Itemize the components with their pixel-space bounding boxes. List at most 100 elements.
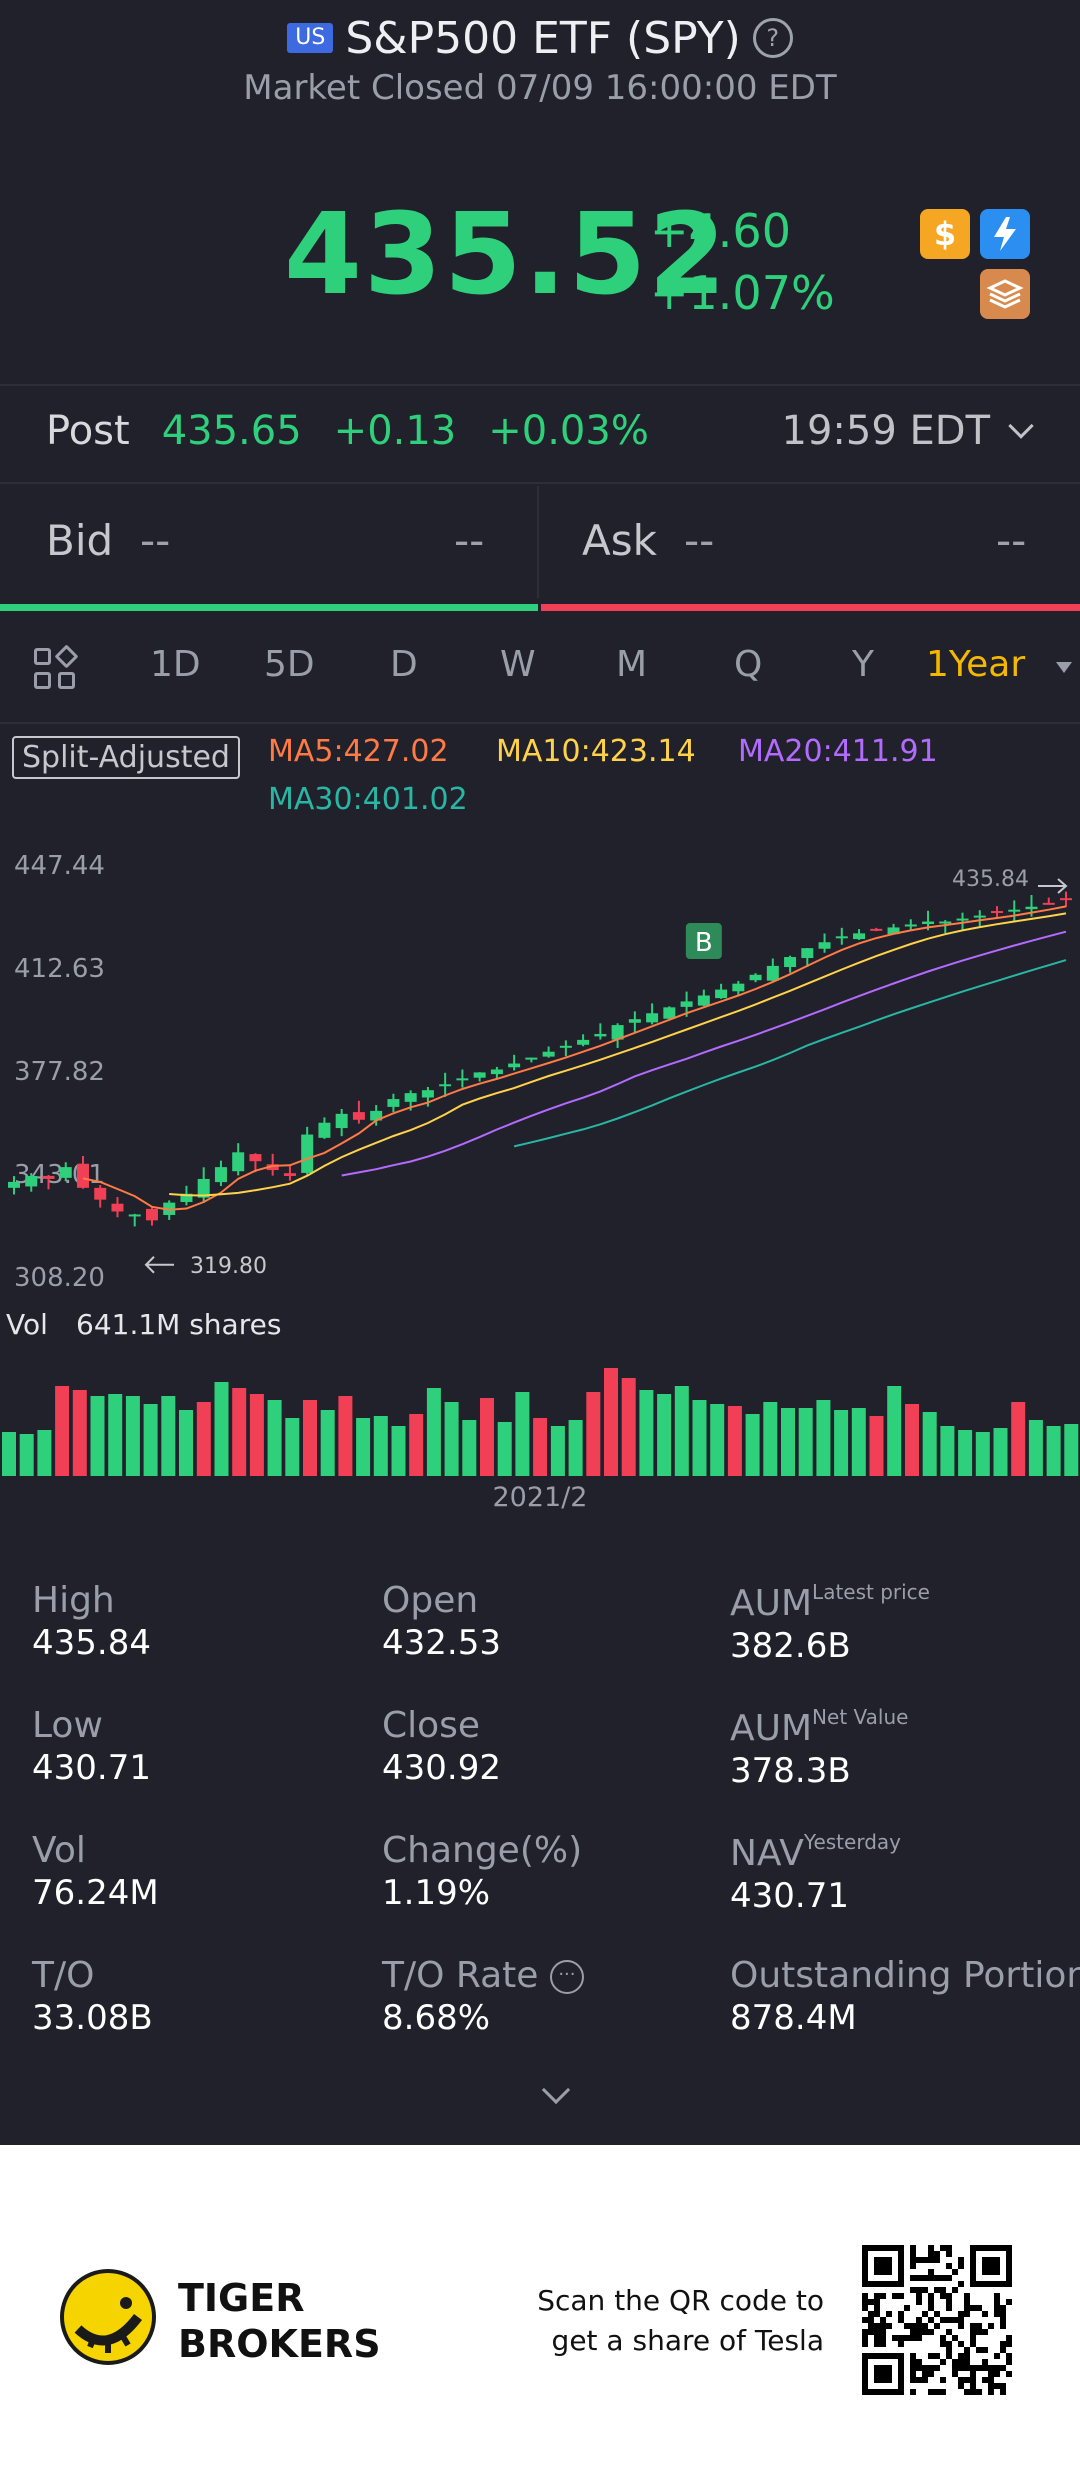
- tab-1year[interactable]: 1Year: [926, 644, 1026, 685]
- more-info-icon[interactable]: ···: [549, 1960, 584, 1994]
- qr-module: [952, 2371, 958, 2377]
- dropdown-arrow-icon[interactable]: [1056, 662, 1072, 673]
- candlestick-chart[interactable]: 447.44412.63377.82343.01308.20435.84319.…: [0, 830, 1080, 1300]
- buy-marker-label: B: [695, 928, 713, 958]
- candle-body: [853, 933, 866, 940]
- qr-module: [940, 2317, 946, 2323]
- tab-day[interactable]: D: [390, 644, 418, 685]
- volume-bar: [497, 1422, 512, 1476]
- qr-module: [934, 2251, 940, 2257]
- max-price-label: 435.84: [952, 867, 1029, 892]
- qr-module: [862, 2335, 868, 2341]
- qr-module: [1000, 2383, 1006, 2389]
- stat-turnover-rate: T/O Rate ··· 8.68%: [382, 1955, 722, 2038]
- qr-module: [928, 2365, 934, 2371]
- tab-month[interactable]: M: [616, 644, 648, 685]
- qr-module: [946, 2353, 952, 2359]
- tab-5d[interactable]: 5D: [264, 644, 315, 685]
- candle-body: [335, 1113, 348, 1129]
- qr-module: [910, 2263, 916, 2269]
- candle-body: [214, 1167, 227, 1183]
- volume-bar: [55, 1386, 70, 1476]
- volume-bar: [232, 1388, 247, 1476]
- qr-module: [910, 2389, 916, 2395]
- stat-label: T/O: [32, 1955, 95, 1996]
- qr-module: [994, 2365, 1000, 2371]
- dollar-icon[interactable]: $: [920, 209, 970, 259]
- qr-module: [982, 2329, 988, 2335]
- candle-body: [180, 1193, 193, 1203]
- candle-body: [680, 1001, 693, 1007]
- qr-module: [916, 2377, 922, 2383]
- stat-value: 1.19%: [382, 1873, 491, 1913]
- qr-module: [922, 2323, 928, 2329]
- ma30-line: [513, 959, 1067, 1148]
- qr-module: [922, 2371, 928, 2377]
- expand-chevron-icon[interactable]: [541, 2075, 571, 2105]
- lightning-icon[interactable]: [980, 209, 1030, 259]
- qr-module: [910, 2353, 916, 2359]
- qr-module: [958, 2353, 964, 2359]
- stat-label: Vol: [32, 1830, 86, 1871]
- qr-module: [952, 2317, 958, 2323]
- qr-module: [928, 2269, 934, 2275]
- split-adjusted-toggle[interactable]: Split-Adjusted: [12, 736, 240, 779]
- qr-module: [970, 2341, 976, 2347]
- qr-module: [928, 2251, 934, 2257]
- qr-module: [982, 2377, 988, 2383]
- stat-label: Change(%): [382, 1830, 583, 1871]
- qr-module: [958, 2281, 964, 2287]
- tab-year[interactable]: Y: [852, 644, 874, 685]
- qr-module: [916, 2329, 922, 2335]
- candle-body: [266, 1164, 279, 1171]
- qr-module: [916, 2287, 922, 2293]
- stat-value: 33.08B: [32, 1998, 153, 2038]
- volume-bar: [745, 1414, 760, 1476]
- bid-label: Bid: [46, 516, 114, 565]
- qr-finder-center: [874, 2257, 892, 2275]
- candle-body: [370, 1110, 383, 1121]
- candle-body: [111, 1203, 124, 1212]
- qr-code[interactable]: [862, 2245, 1012, 2395]
- post-time-toggle[interactable]: 19:59 EDT: [782, 408, 1034, 454]
- stat-label: Close: [382, 1705, 481, 1746]
- candle-body: [145, 1208, 158, 1221]
- chart-layout-icon[interactable]: [34, 644, 79, 692]
- layers-icon[interactable]: [980, 269, 1030, 319]
- volume-bar: [958, 1430, 973, 1476]
- qr-module: [1006, 2371, 1012, 2377]
- qr-module: [916, 2299, 922, 2305]
- bid-size: --: [454, 516, 485, 565]
- volume-bar: [798, 1408, 813, 1476]
- ma20-value: MA20:411.91: [738, 734, 938, 769]
- volume-bar: [781, 1408, 795, 1476]
- stat-label: High: [32, 1580, 115, 1621]
- volume-chart[interactable]: [0, 1340, 1080, 1476]
- qr-module: [862, 2317, 868, 2323]
- qr-module: [958, 2383, 964, 2389]
- tab-week[interactable]: W: [500, 644, 536, 685]
- qr-module: [892, 2335, 898, 2341]
- tab-quarter[interactable]: Q: [734, 644, 763, 685]
- candle-body: [973, 915, 986, 918]
- candle-body: [697, 995, 710, 1006]
- qr-module: [862, 2341, 868, 2347]
- qr-module: [970, 2305, 976, 2311]
- tab-1d[interactable]: 1D: [150, 644, 201, 685]
- volume-bar: [373, 1416, 388, 1476]
- qr-module: [886, 2311, 892, 2317]
- qr-module: [1000, 2311, 1006, 2317]
- volume-bar: [108, 1394, 123, 1476]
- qr-module: [898, 2335, 904, 2341]
- qr-module: [946, 2293, 952, 2299]
- candle-body: [128, 1214, 141, 1217]
- candle-body: [249, 1154, 262, 1162]
- volume-bar: [692, 1400, 707, 1476]
- volume-bar: [37, 1430, 52, 1476]
- qr-module: [994, 2371, 1000, 2377]
- help-icon[interactable]: ?: [752, 18, 793, 58]
- volume-bar: [196, 1402, 211, 1476]
- candle-body: [646, 1013, 659, 1023]
- qr-module: [1006, 2341, 1012, 2347]
- qr-module: [934, 2275, 940, 2281]
